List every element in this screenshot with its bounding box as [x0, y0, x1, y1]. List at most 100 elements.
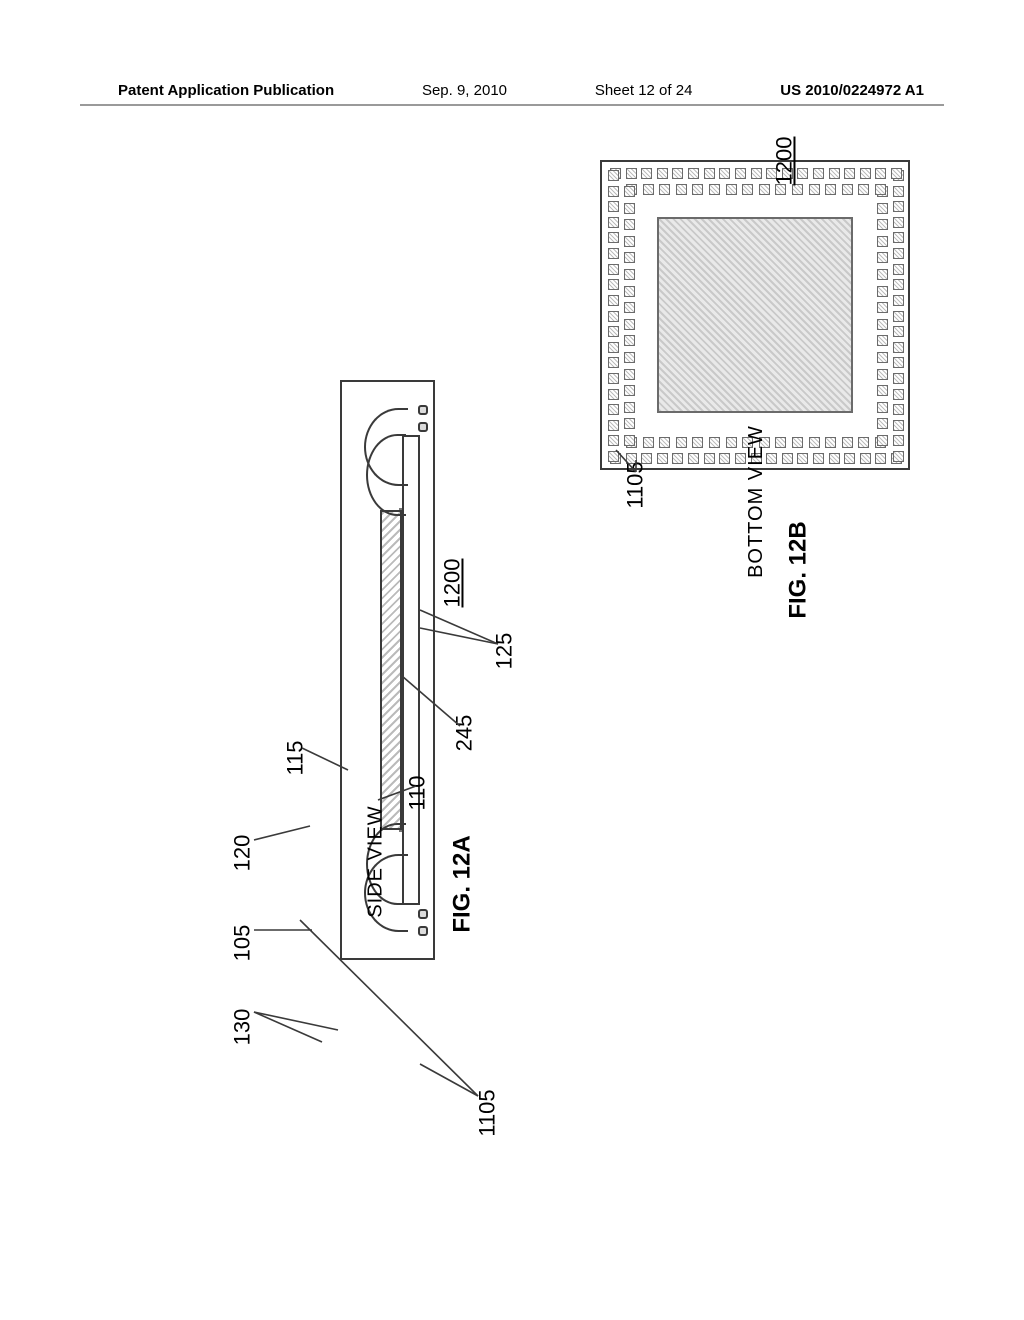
fig12b-io-pad — [775, 437, 786, 448]
fig12b-io-pad — [657, 168, 668, 179]
fig12a-label-125: 125 — [491, 633, 517, 670]
fig12a-caption: FIG. 12A — [449, 835, 477, 932]
fig12b-io-pad — [624, 418, 635, 429]
fig12b-io-pad — [735, 168, 746, 179]
fig12b-caption: FIG. 12B — [785, 521, 813, 618]
fig12b-io-pad — [813, 168, 824, 179]
fig12b-io-pad — [875, 453, 886, 464]
fig12b-io-pad — [893, 357, 904, 368]
fig12b-io-pad — [893, 373, 904, 384]
fig12b-io-pad — [775, 184, 786, 195]
fig12b-io-pad — [877, 302, 888, 313]
fig12b-io-pad — [608, 420, 619, 431]
fig12b-io-pad — [893, 326, 904, 337]
fig12b-io-pad — [608, 357, 619, 368]
page-header: Patent Application Publication Sep. 9, 2… — [118, 82, 924, 99]
fig12b-io-pad — [877, 236, 888, 247]
fig12b-io-pad — [877, 252, 888, 263]
fig12b-io-pad — [891, 168, 902, 179]
fig12b-io-pad — [893, 264, 904, 275]
fig12b-io-pad — [893, 420, 904, 431]
fig12b-io-pad — [643, 184, 654, 195]
fig12b-io-pad — [893, 342, 904, 353]
fig12b-io-pad — [742, 184, 753, 195]
fig12b-io-pad — [624, 385, 635, 396]
fig12b-io-pad — [877, 219, 888, 230]
fig12b-io-pad — [659, 184, 670, 195]
fig12b-io-pad — [825, 184, 836, 195]
fig12b-io-pad — [809, 437, 820, 448]
fig12b-io-pad — [626, 168, 637, 179]
fig12b-io-pad — [608, 170, 619, 181]
fig12a-view-caption: SIDE VIEW — [365, 805, 388, 917]
fig12b-label-1105: 1105 — [623, 461, 649, 508]
fig12b-io-pad — [877, 352, 888, 363]
fig12b-io-pad — [624, 186, 635, 197]
fig12b-io-pad — [624, 252, 635, 263]
fig12b-io-pad — [719, 453, 730, 464]
fig12b-io-pad — [643, 437, 654, 448]
header-patno: US 2010/0224972 A1 — [780, 82, 924, 99]
fig12a-label-120: 120 — [229, 835, 255, 872]
fig12b-io-pad — [842, 437, 853, 448]
fig12b-io-pad — [893, 248, 904, 259]
fig12a-die — [380, 510, 402, 830]
fig12b-io-pad — [877, 286, 888, 297]
fig12b-io-pad — [624, 203, 635, 214]
fig12b-io-pad — [893, 217, 904, 228]
fig12b-io-pad — [782, 453, 793, 464]
fig12b-io-pad — [877, 435, 888, 446]
fig12a-bump — [418, 405, 428, 415]
fig12b-io-pad — [875, 184, 886, 195]
fig12b-io-pad — [608, 342, 619, 353]
fig12a-bump — [418, 926, 428, 936]
fig12b-io-pad — [608, 373, 619, 384]
header-sheet: Sheet 12 of 24 — [595, 82, 693, 99]
fig12b-io-pad — [676, 437, 687, 448]
fig12b-io-pad — [608, 201, 619, 212]
fig12b-io-pad — [704, 453, 715, 464]
fig12b-io-pad — [809, 184, 820, 195]
fig12b-io-pad — [893, 451, 904, 462]
fig12b-io-pad — [858, 184, 869, 195]
fig12b-ref-1200: 1200 — [771, 137, 797, 186]
fig12b-view-caption: BOTTOM VIEW — [745, 425, 768, 578]
fig12b-io-pad — [692, 437, 703, 448]
fig12b-io-pad — [624, 219, 635, 230]
fig12b-io-pad — [844, 168, 855, 179]
fig12b-io-pad — [704, 168, 715, 179]
fig12b-io-pad — [825, 437, 836, 448]
fig12b-io-pad — [624, 402, 635, 413]
fig12a-bump — [418, 909, 428, 919]
fig12a-label-115: 115 — [283, 740, 309, 775]
fig12a-label-105: 105 — [229, 925, 255, 962]
fig12b-io-pad — [858, 437, 869, 448]
fig12a-ref-1200: 1200 — [439, 559, 465, 608]
fig12b-io-pad — [813, 453, 824, 464]
fig12b-io-pad — [877, 402, 888, 413]
fig12b-io-pad — [893, 295, 904, 306]
fig12b-io-pad — [893, 311, 904, 322]
fig12b-io-pad — [688, 453, 699, 464]
fig12b-io-pad — [608, 389, 619, 400]
fig12b-io-pad — [608, 279, 619, 290]
fig12b-thermal-pad — [657, 217, 853, 413]
fig12b-io-pad — [792, 437, 803, 448]
fig12b-io-pad — [608, 326, 619, 337]
fig12b-io-pad — [659, 437, 670, 448]
fig12b-io-pad — [893, 279, 904, 290]
fig12b-io-pad — [608, 451, 619, 462]
fig12b-io-pad — [624, 319, 635, 330]
fig12b-io-pad — [624, 286, 635, 297]
fig12b-io-pad — [797, 168, 808, 179]
fig12b-io-pad — [877, 269, 888, 280]
fig12b-io-pad — [608, 404, 619, 415]
fig12a-bump — [418, 422, 428, 432]
fig12b-io-pad — [893, 186, 904, 197]
fig12b-io-pad — [829, 453, 840, 464]
fig12b-io-pad — [726, 437, 737, 448]
fig12a-label-1105: 1105 — [475, 1089, 501, 1136]
fig12b-io-pad — [608, 295, 619, 306]
fig12b-io-pad — [709, 184, 720, 195]
fig12b-io-pad — [877, 385, 888, 396]
